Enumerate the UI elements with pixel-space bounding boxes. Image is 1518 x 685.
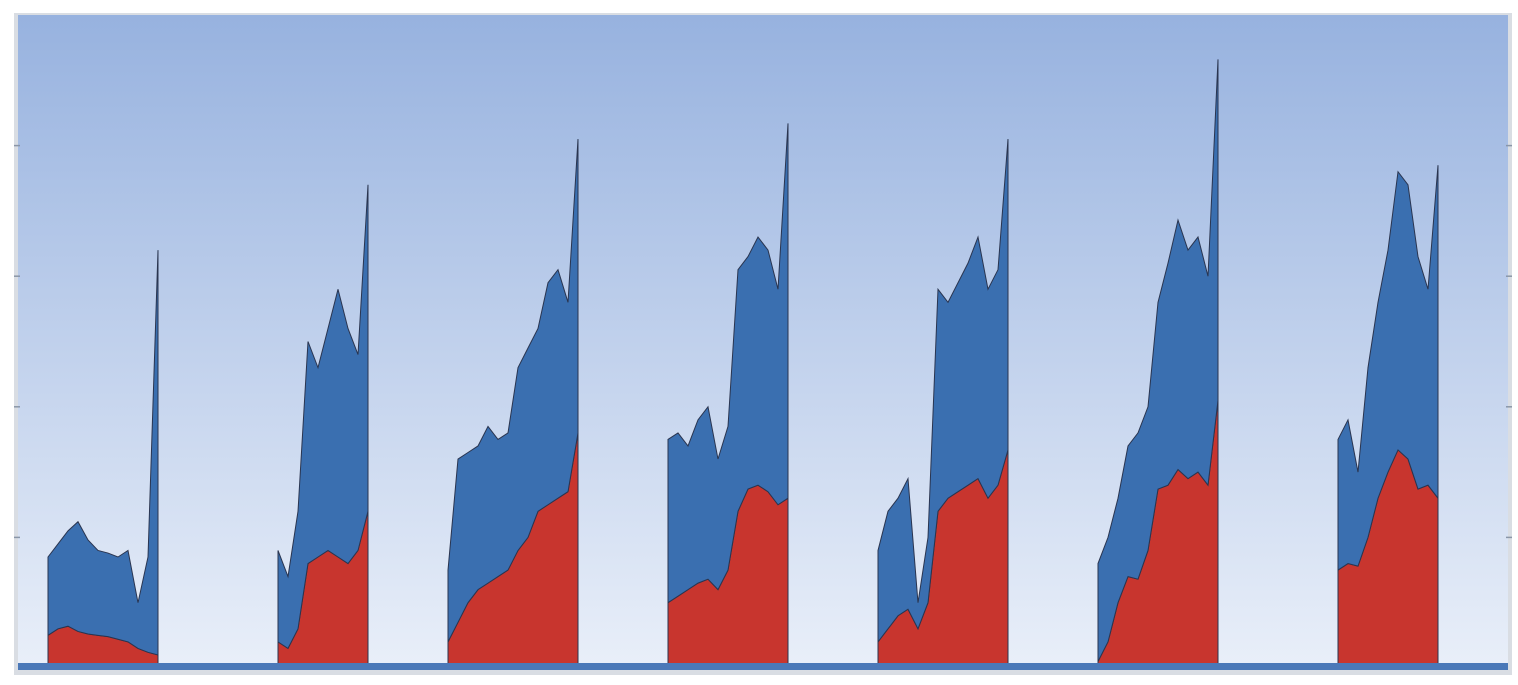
- plot-area: [47, 59, 1439, 669]
- area-series: [47, 59, 1439, 662]
- baseline: [18, 663, 1508, 670]
